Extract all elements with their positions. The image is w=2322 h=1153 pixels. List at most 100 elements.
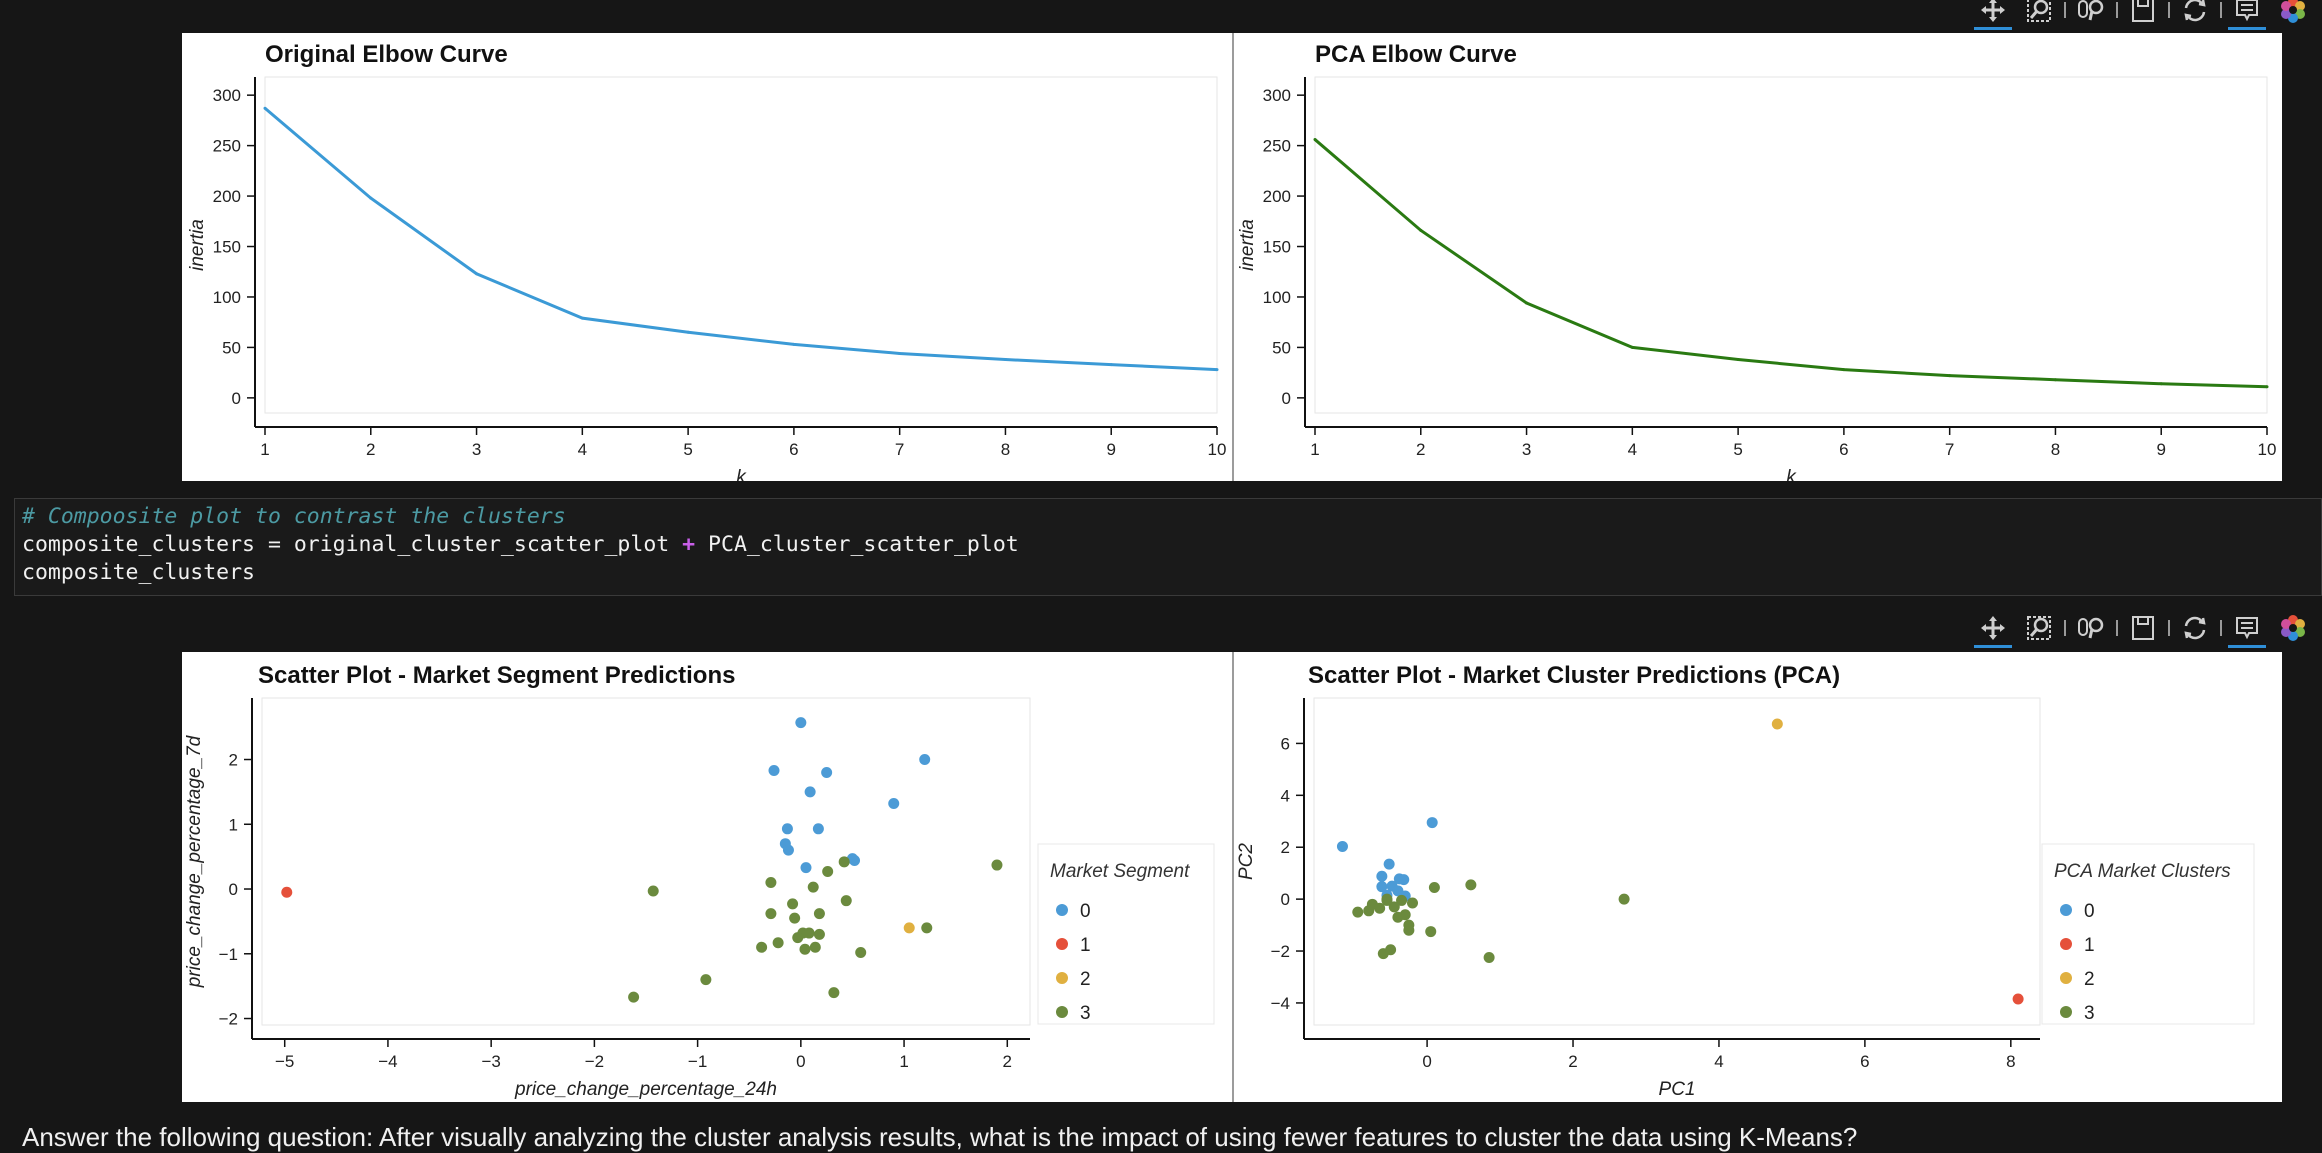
elbow-line: [1314, 138, 2268, 389]
pca-cluster-scatter[interactable]: 0 2 4 6 8 −4 −2 0 2 4 6 PC1 PC2 PCA Market Clusters 0 1…: [1234, 652, 2282, 1102]
x-tick-label: −2: [585, 1052, 604, 1071]
scatter-point-cluster-3: [1428, 881, 1440, 893]
y-tick-label: 50: [1272, 338, 1291, 357]
scatter-point-cluster-0: [1398, 874, 1410, 886]
elbow-point: [1109, 363, 1113, 367]
scatter-point-cluster-3: [1352, 906, 1364, 918]
pan-icon[interactable]: [1970, 0, 2016, 30]
scatter-point-cluster-3: [772, 937, 784, 949]
scatter-point-cluster-0: [795, 717, 807, 729]
toolbar-separator: [2064, 620, 2066, 636]
x-tick-label: −1: [688, 1052, 707, 1071]
y-tick-label: −1: [219, 945, 238, 964]
legend-label: 1: [2084, 935, 2095, 956]
wheel-zoom-icon[interactable]: [2068, 0, 2114, 28]
scatter-point-cluster-3: [799, 943, 811, 955]
code-cell[interactable]: # Compoosite plot to contrast the cluste…: [14, 498, 2322, 596]
save-icon[interactable]: [2120, 610, 2166, 646]
toolbar-separator: [2116, 2, 2118, 18]
scatter-point-cluster-3: [807, 881, 819, 893]
y-tick-label: 6: [1281, 734, 1290, 753]
plot-title: Scatter Plot - Market Cluster Prediction…: [1308, 662, 1841, 689]
scatter-point-cluster-3: [813, 908, 825, 920]
y-tick-label: 100: [213, 288, 241, 307]
scatter-point-cluster-0: [812, 823, 824, 835]
x-tick-label: 0: [1422, 1052, 1431, 1071]
x-axis-label: k: [736, 467, 747, 481]
elbow-point: [1842, 368, 1846, 372]
scatter-point-cluster-0: [782, 844, 794, 856]
pan-icon[interactable]: [1970, 610, 2016, 648]
x-tick-label: 6: [1860, 1052, 1869, 1071]
y-tick-label: 150: [213, 238, 241, 257]
x-axis-label: k: [1786, 467, 1797, 481]
scatter-point-cluster-0: [919, 754, 931, 766]
toolbar-separator: [2116, 620, 2118, 636]
code-assignment: composite_clusters = original_cluster_sc…: [22, 532, 683, 557]
x-tick-label: 2: [1568, 1052, 1577, 1071]
legend-label: 0: [1080, 901, 1091, 922]
code-assignment-rhs: PCA_cluster_scatter_plot: [695, 532, 1019, 557]
plot-frame: [264, 76, 1218, 414]
reset-icon[interactable]: [2172, 0, 2218, 28]
elbow-point: [1736, 358, 1740, 362]
elbow-line: [264, 107, 1218, 372]
save-icon[interactable]: [2120, 0, 2166, 28]
scatter-point-cluster-3: [1425, 926, 1437, 938]
plot-divider: [1232, 652, 1234, 1102]
legend-box: [2041, 843, 2255, 1025]
y-tick-label: 250: [213, 137, 241, 156]
scatter-point-cluster-0: [1426, 817, 1438, 829]
y-tick-label: 100: [1263, 288, 1291, 307]
hover-icon[interactable]: [2224, 610, 2270, 648]
scatter-point-cluster-3: [813, 928, 825, 940]
y-axis-label: inertia: [1237, 219, 1258, 271]
bokeh-logo-icon[interactable]: [2270, 610, 2316, 646]
bokeh-logo-icon[interactable]: [2270, 0, 2316, 28]
y-tick-label: 150: [1263, 238, 1291, 257]
hover-icon[interactable]: [2224, 0, 2270, 30]
scatter-point-cluster-3: [765, 877, 777, 889]
elbow-point: [2053, 378, 2057, 382]
elbow-point: [2159, 382, 2163, 386]
scatter-point-cluster-3: [787, 898, 799, 910]
code-comment: # Compoosite plot to contrast the cluste…: [22, 504, 566, 529]
x-tick-label: 2: [366, 440, 375, 459]
scatter-point-cluster-0: [1376, 881, 1388, 893]
scatter-point-cluster-3: [792, 932, 804, 944]
scatter-point-cluster-2: [903, 922, 915, 934]
x-tick-label: −3: [481, 1052, 500, 1071]
x-tick-label: 5: [683, 440, 692, 459]
box-zoom-icon[interactable]: [2016, 610, 2062, 646]
elbow-point: [1215, 368, 1219, 372]
x-tick-label: 8: [2006, 1052, 2015, 1071]
box-zoom-icon[interactable]: [2016, 0, 2062, 28]
scatter-point-cluster-0: [804, 786, 816, 798]
plot-title: Scatter Plot - Market Segment Prediction…: [258, 662, 736, 689]
pca-cluster-panel: Scatter Plot - Market Cluster Prediction…: [1234, 652, 2282, 1102]
y-tick-label: −2: [1271, 942, 1290, 961]
market-segment-scatter[interactable]: −5 −4 −3 −2 −1 0 1 2 −2 −1 0 1 2 price_change_percent…: [182, 652, 1232, 1102]
y-tick-label: 300: [1263, 86, 1291, 105]
elbow-point: [1630, 345, 1634, 349]
reset-icon[interactable]: [2172, 610, 2218, 646]
pca-elbow-panel: PCA Elbow Curve 1 2 3 4 5 6 7 8 9 10 0 50 100 150 200 2…: [1234, 33, 2282, 481]
plot-frame: [1313, 697, 2041, 1026]
x-tick-label: 0: [796, 1052, 805, 1071]
y-axis-label: PC2: [1236, 843, 1257, 880]
scatter-point-cluster-3: [1388, 901, 1400, 913]
y-tick-label: 200: [213, 187, 241, 206]
legend-marker-3: [2060, 1006, 2072, 1018]
market-segment-panel: Scatter Plot - Market Segment Prediction…: [182, 652, 1232, 1102]
plot-title: Original Elbow Curve: [265, 41, 508, 68]
scatter-point-cluster-0: [768, 765, 780, 777]
y-tick-label: 0: [1281, 890, 1290, 909]
elbow-point: [2265, 385, 2269, 389]
x-tick-label: 1: [260, 440, 269, 459]
scatter-point-cluster-0: [888, 798, 900, 810]
wheel-zoom-icon[interactable]: [2068, 610, 2114, 646]
scatter-point-cluster-3: [628, 991, 640, 1003]
scatter-point-cluster-3: [700, 974, 712, 986]
